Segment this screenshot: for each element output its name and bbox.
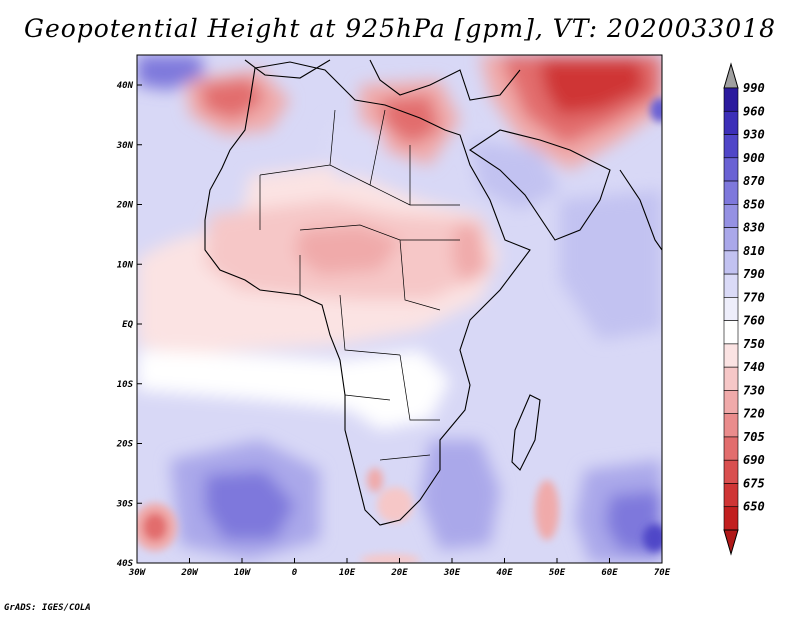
colorbar-swatch — [723, 180, 739, 205]
med-low-core — [380, 95, 440, 145]
lat-label: 40N — [117, 81, 134, 91]
coastlines — [204, 59, 662, 526]
colorbar-label: 675 — [743, 476, 765, 490]
colorbar-swatch — [723, 506, 739, 531]
colorbar-swatch — [723, 227, 739, 252]
colorbar-swatch — [723, 413, 739, 438]
south-africa-low — [377, 487, 413, 523]
colorbar-swatch — [723, 436, 739, 461]
colorbar-swatch — [723, 390, 739, 414]
lat-label: 40S — [117, 559, 134, 569]
colorbar-label: 790 — [743, 267, 765, 281]
colorbar-label: 770 — [743, 290, 765, 304]
lat-label: 30S — [116, 499, 134, 509]
colorbar-label: 705 — [743, 430, 765, 444]
longitude-axis: 30W 20W 10W 0 10E 20E 30E 40E 50E 60E 70E — [128, 558, 671, 578]
lon-label: 30W — [128, 568, 147, 578]
europe-coastline — [244, 59, 521, 101]
colorbar-swatch — [723, 343, 739, 368]
colorbar-label: 740 — [743, 360, 765, 374]
colorbar-label: 830 — [743, 221, 765, 235]
lat-label: 10S — [117, 380, 134, 390]
colorbar-label: 990 — [743, 81, 765, 95]
eurasia-low-core — [540, 60, 645, 115]
colorbar-label: 870 — [743, 174, 765, 188]
lon-label: 10W — [234, 568, 252, 578]
colorbar-swatch — [723, 134, 739, 159]
colorbar: 990 960 930 900 870 850 830 810 790 770 760 750 740 7… — [723, 62, 765, 556]
colorbar-swatch — [723, 110, 739, 135]
se-edge-high — [643, 524, 662, 552]
colorbar-label: 650 — [743, 500, 765, 514]
sw-small-low-core — [143, 513, 167, 541]
lat-label: 20N — [116, 201, 134, 211]
arabia-coastline — [469, 129, 611, 241]
colorbar-label: 730 — [743, 383, 765, 397]
white-band — [137, 350, 450, 430]
lon-label: 10E — [339, 568, 356, 578]
lat-label: 10N — [117, 260, 134, 270]
colorbar-bottom-arrow — [723, 529, 739, 556]
colorbar-swatch — [723, 250, 739, 275]
colorbar-swatch — [723, 157, 739, 182]
nw-corner-high — [137, 55, 205, 90]
colorbar-label: 810 — [743, 244, 765, 258]
colorbar-label: 850 — [743, 197, 765, 211]
colorbar-label: 760 — [743, 314, 765, 328]
lon-label: 20W — [180, 568, 199, 578]
south-africa-low-2 — [367, 468, 383, 492]
colorbar-label: 900 — [743, 151, 765, 165]
colorbar-label: 930 — [743, 128, 765, 142]
colorbar-swatch — [723, 320, 739, 345]
madagascar — [511, 394, 541, 471]
colorbar-label: 690 — [743, 453, 765, 467]
lon-label: 40E — [496, 568, 513, 578]
colorbar-swatch — [723, 87, 739, 112]
lat-label: EQ — [122, 320, 133, 330]
latitude-axis: 40N 30N 20N 10N EQ 10S 20S 30S 40S — [116, 81, 142, 569]
madagascar-south-low — [535, 480, 559, 540]
height-field — [137, 55, 662, 563]
africa-coastline — [204, 61, 531, 526]
colorbar-swatch — [723, 459, 739, 484]
lat-label: 20S — [116, 440, 134, 450]
colorbar-swatch — [723, 297, 739, 321]
lon-label: 70E — [654, 568, 671, 578]
india-coastline — [619, 169, 662, 251]
map-title: Geopotential Height at 925hPa [gpm], VT:… — [23, 14, 777, 43]
lon-label: 30E — [443, 568, 461, 578]
colorbar-label: 960 — [743, 104, 765, 118]
east-ocean-high — [560, 190, 662, 340]
colorbar-swatch — [723, 483, 739, 508]
country-borders — [259, 109, 460, 461]
sahel-low-core — [295, 225, 400, 275]
colorbar-top-arrow — [723, 62, 739, 89]
south-atlantic-high-core — [205, 470, 295, 540]
southern-edge-low — [360, 554, 420, 563]
north-africa-high — [320, 120, 390, 180]
colorbar-swatch — [723, 366, 739, 391]
colorbar-label: 750 — [743, 337, 765, 351]
colorbar-swatch — [723, 204, 739, 228]
arabia-high — [470, 140, 560, 210]
grads-credit: GrADS: IGES/COLA — [4, 603, 91, 613]
colorbar-label: 720 — [743, 407, 765, 421]
colorbar-swatch — [723, 273, 739, 298]
lon-label: 20E — [390, 568, 408, 578]
ne-edge-high — [650, 98, 662, 122]
lon-label: 0 — [292, 568, 298, 578]
lon-label: 60E — [601, 568, 618, 578]
lon-label: 50E — [549, 568, 566, 578]
east-africa-low — [452, 225, 488, 285]
lat-label: 30N — [116, 141, 134, 151]
